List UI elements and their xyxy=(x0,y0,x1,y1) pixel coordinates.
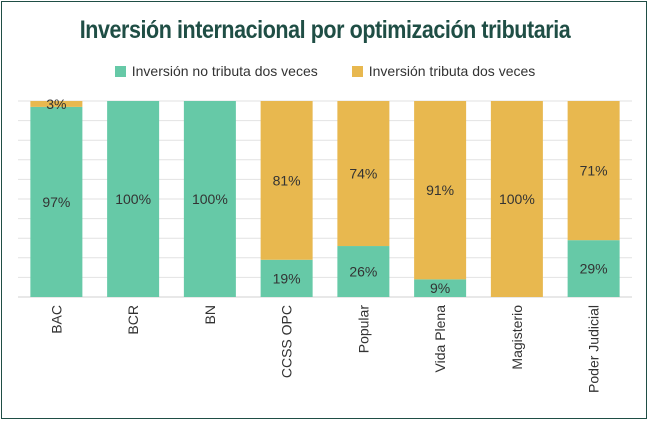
bar-tributa xyxy=(260,101,313,260)
bar-tributa xyxy=(414,101,467,280)
x-tick-label: CCSS OPC xyxy=(279,305,295,378)
data-label: 100% xyxy=(192,191,228,207)
data-label: 29% xyxy=(580,261,608,277)
data-label: 97% xyxy=(42,194,70,210)
bar-no-tributa xyxy=(567,240,620,297)
data-label: 81% xyxy=(273,172,301,188)
data-label: 100% xyxy=(115,191,151,207)
x-tick-label: Poder Judicial xyxy=(586,305,602,393)
data-label: 3% xyxy=(46,96,66,112)
bar-no-tributa xyxy=(30,106,83,297)
bar-tributa xyxy=(30,101,83,107)
x-tick-label: Popular xyxy=(355,305,371,354)
data-label: 19% xyxy=(273,270,301,286)
x-tick-label: Vida Plena xyxy=(432,305,448,373)
data-label: 26% xyxy=(349,264,377,280)
legend: Inversión no tributa dos veces Inversión… xyxy=(0,63,650,79)
bar-tributa xyxy=(337,101,390,247)
bar-tributa xyxy=(490,101,543,297)
x-tick-label: Magisterio xyxy=(509,305,525,370)
data-label: 71% xyxy=(580,163,608,179)
data-label: 9% xyxy=(430,280,450,296)
legend-swatch-no-tributa xyxy=(114,65,126,77)
bar-no-tributa xyxy=(107,101,160,297)
data-label: 91% xyxy=(426,182,454,198)
data-label: 74% xyxy=(349,166,377,182)
data-label: 100% xyxy=(499,191,535,207)
legend-item-no-tributa: Inversión no tributa dos veces xyxy=(114,63,318,79)
bar-no-tributa xyxy=(414,279,467,297)
legend-label-no-tributa: Inversión no tributa dos veces xyxy=(131,63,318,79)
bar-tributa xyxy=(567,101,620,241)
x-tick-label: BN xyxy=(202,305,218,324)
legend-swatch-tributa xyxy=(351,65,363,77)
x-tick-label: BCR xyxy=(125,305,141,335)
bar-no-tributa xyxy=(337,246,390,297)
bar-no-tributa xyxy=(183,101,236,297)
x-tick-label: BAC xyxy=(48,305,64,334)
bar-no-tributa xyxy=(260,259,313,297)
legend-item-tributa: Inversión tributa dos veces xyxy=(351,63,536,79)
chart-title: Inversión internacional por optimización… xyxy=(79,16,571,44)
legend-label-tributa: Inversión tributa dos veces xyxy=(368,63,536,79)
